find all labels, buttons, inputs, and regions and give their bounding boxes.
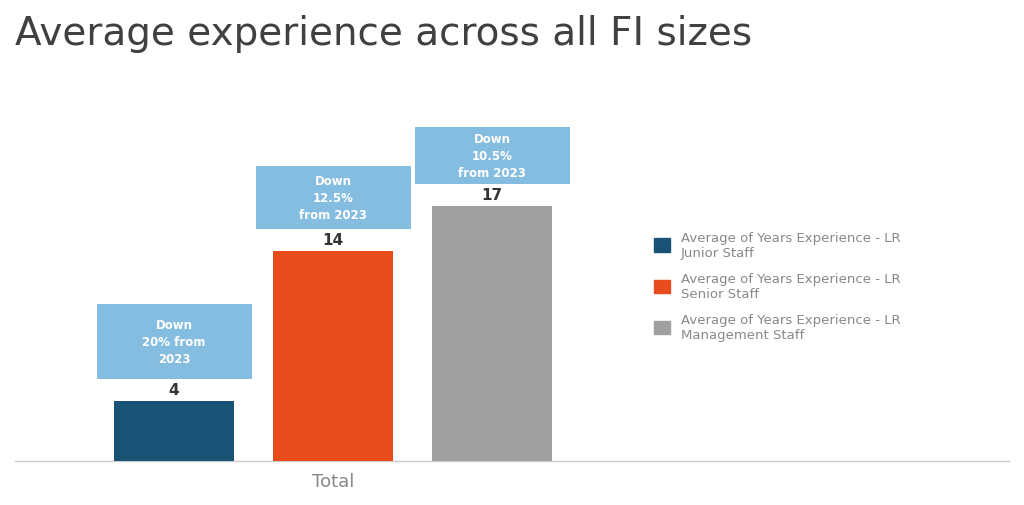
- Text: 4: 4: [169, 382, 179, 397]
- Text: 17: 17: [481, 188, 503, 203]
- Legend: Average of Years Experience - LR
Junior Staff, Average of Years Experience - LR
: Average of Years Experience - LR Junior …: [648, 225, 907, 348]
- Text: Down
12.5%
from 2023: Down 12.5% from 2023: [299, 175, 367, 222]
- Bar: [115, 401, 233, 461]
- Bar: [432, 207, 552, 461]
- Text: 14: 14: [323, 232, 344, 247]
- Text: Average experience across all FI sizes: Average experience across all FI sizes: [15, 15, 752, 53]
- Text: Down
10.5%
from 2023: Down 10.5% from 2023: [458, 133, 526, 180]
- Bar: [273, 252, 393, 461]
- FancyBboxPatch shape: [96, 304, 252, 379]
- FancyBboxPatch shape: [415, 128, 569, 185]
- Text: Down
20% from
2023: Down 20% from 2023: [142, 318, 206, 365]
- FancyBboxPatch shape: [256, 167, 411, 229]
